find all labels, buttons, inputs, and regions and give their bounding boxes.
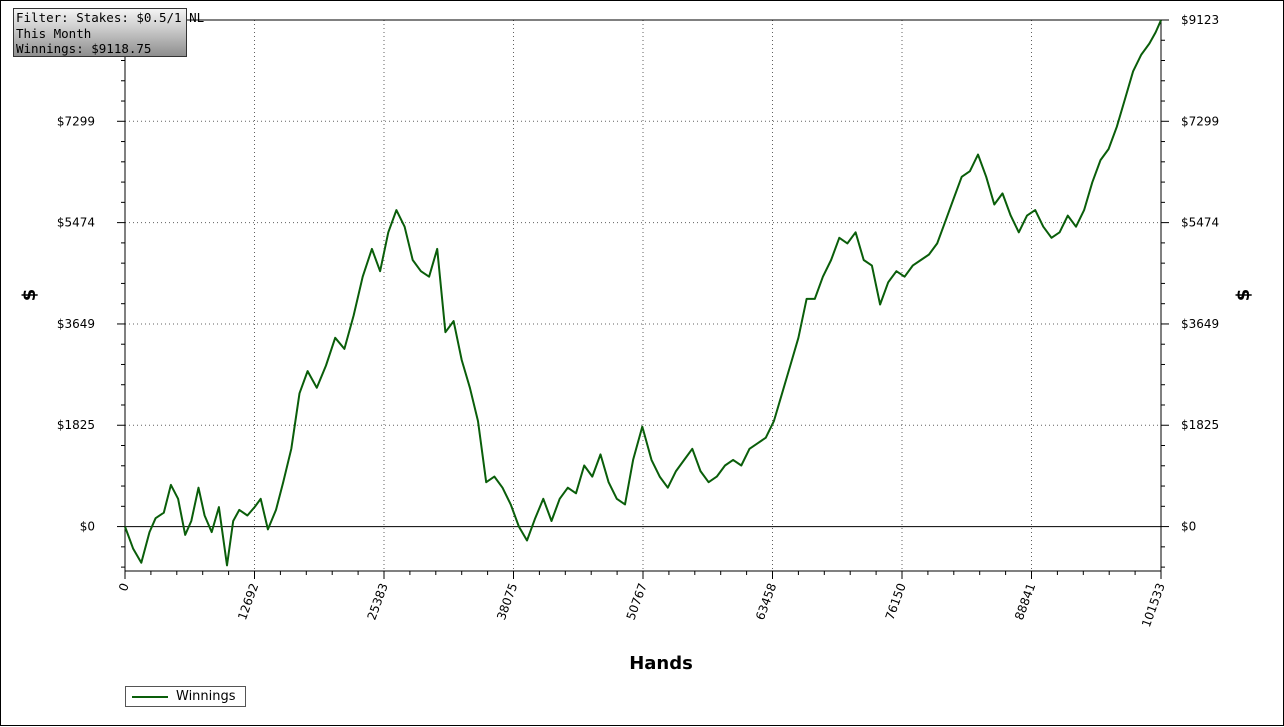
x-tick-label: 63458 bbox=[753, 581, 779, 622]
x-tick-label: 76150 bbox=[883, 581, 909, 622]
x-tick-label: 25383 bbox=[365, 581, 391, 622]
axes-layer bbox=[117, 19, 1169, 579]
y-tick-label-right: $9123 bbox=[1181, 13, 1219, 27]
x-tick-label: 88841 bbox=[1012, 581, 1038, 622]
y-axis-title-left: $ bbox=[19, 289, 40, 302]
period-text: This Month bbox=[16, 25, 92, 41]
y-tick-label-right: $5474 bbox=[1181, 216, 1219, 230]
labels-layer: $0 $0 $1825 $1825 $3649 $3649 $5474 $5474 $7299 $… bbox=[19, 13, 1254, 674]
x-tick-label: 0 bbox=[116, 581, 132, 593]
x-axis-title: Hands bbox=[629, 653, 693, 674]
y-tick-label-left: $3649 bbox=[57, 317, 95, 331]
legend-label-winnings: Winnings bbox=[176, 689, 236, 704]
x-tick-label: 101533 bbox=[1139, 581, 1168, 629]
x-tick-label: 38075 bbox=[494, 581, 520, 622]
legend-swatch-winnings bbox=[132, 696, 168, 698]
y-tick-label-right: $0 bbox=[1181, 520, 1196, 534]
y-tick-label-left: $0 bbox=[80, 520, 95, 534]
y-tick-label-left: $5474 bbox=[57, 216, 95, 230]
y-tick-label-left: $1825 bbox=[57, 418, 95, 432]
winnings-total-text: Winnings: $9118.75 bbox=[16, 41, 152, 56]
series-layer bbox=[124, 19, 1162, 567]
chart-legend: Winnings bbox=[125, 686, 246, 707]
x-tick-label: 50767 bbox=[624, 581, 650, 622]
y-tick-label-right: $3649 bbox=[1181, 317, 1219, 331]
y-tick-label-left: $7299 bbox=[57, 114, 95, 128]
x-tick-label: 12692 bbox=[235, 581, 261, 622]
y-tick-label-right: $1825 bbox=[1181, 418, 1219, 432]
grid-layer bbox=[125, 19, 1161, 571]
y-axis-title-right: $ bbox=[1233, 289, 1254, 302]
filter-stakes-text: Filter: Stakes: $0.5/1 NL bbox=[16, 10, 205, 25]
filter-info-box: Filter: Stakes: $0.5/1 NL This Month Win… bbox=[13, 8, 205, 57]
y-tick-label-right: $7299 bbox=[1181, 114, 1219, 128]
series-line-winnings bbox=[124, 19, 1162, 567]
